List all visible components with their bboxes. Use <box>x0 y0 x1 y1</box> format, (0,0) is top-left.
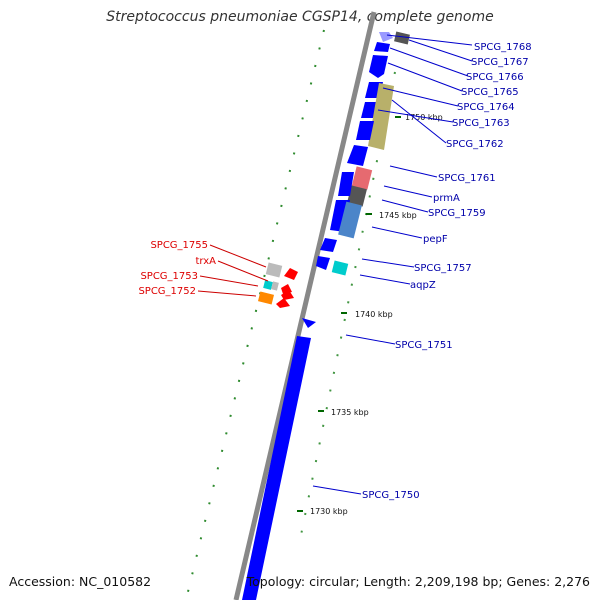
label-spcg-1765[interactable]: SPCG_1765 <box>461 87 519 98</box>
gene-prma-b[interactable] <box>347 185 367 207</box>
gene-spcg-1750[interactable] <box>242 336 311 600</box>
gene-spcg-1753b[interactable] <box>281 290 294 300</box>
label-spcg-1763[interactable]: SPCG_1763 <box>452 118 510 129</box>
gene-aqpz[interactable] <box>316 256 330 270</box>
gene-spcg-1762b[interactable] <box>356 121 374 140</box>
label-spcg-1751[interactable]: SPCG_1751 <box>395 340 453 351</box>
gene-spcg-1755-arrow[interactable] <box>284 268 298 280</box>
label-spcg-1768[interactable]: SPCG_1768 <box>474 42 532 53</box>
label-spcg-1767[interactable]: SPCG_1767 <box>471 57 529 68</box>
forward-strand-dots <box>299 71 396 541</box>
gene-prma[interactable] <box>351 166 373 190</box>
gene-pepf-b[interactable] <box>338 201 362 239</box>
label-spcg-1752[interactable]: SPCG_1752 <box>138 286 196 297</box>
label-spcg-1753[interactable]: SPCG_1753 <box>140 271 198 282</box>
gene-spcg-1762[interactable] <box>368 83 394 150</box>
accession-text: Accession: NC_010582 <box>9 574 152 589</box>
gene-spcg-1752-arrow[interactable] <box>276 298 290 308</box>
gene-spcg-1752[interactable] <box>257 291 275 305</box>
gene-spcg-1761[interactable] <box>347 145 368 166</box>
gene-trxa-b[interactable] <box>271 281 279 291</box>
gene-trxa[interactable] <box>263 280 273 290</box>
label-spcg-1764[interactable]: SPCG_1764 <box>457 102 515 113</box>
gene-spcg-1766[interactable] <box>374 42 390 52</box>
gene-spcg-1767[interactable] <box>394 31 410 45</box>
gene-spcg-1765[interactable] <box>369 55 388 78</box>
label-spcg-1757[interactable]: SPCG_1757 <box>414 263 472 274</box>
label-prma[interactable]: prmA <box>433 193 460 204</box>
label-spcg-1766[interactable]: SPCG_1766 <box>466 72 524 83</box>
gene-spcg-1759[interactable] <box>338 172 354 196</box>
reverse-leader-lines <box>197 244 269 297</box>
label-pepf[interactable]: pepF <box>423 234 448 245</box>
tick-label-1735: 1735 kbp <box>331 408 369 417</box>
forward-leader-lines <box>312 34 473 495</box>
tick-label-1730: 1730 kbp <box>310 507 348 516</box>
gene-spcg-1768[interactable] <box>379 32 393 42</box>
tick-label-1745: 1745 kbp <box>379 211 417 220</box>
gene-aqpz-b[interactable] <box>331 260 349 276</box>
label-spcg-1759[interactable]: SPCG_1759 <box>428 208 486 219</box>
label-spcg-1762[interactable]: SPCG_1762 <box>446 139 504 150</box>
gene-spcg-1751[interactable] <box>302 318 316 328</box>
label-spcg-1761[interactable]: SPCG_1761 <box>438 173 496 184</box>
gene-spcg-1755[interactable] <box>265 262 283 278</box>
topology-text: Topology: circular; Length: 2,209,198 bp… <box>246 574 590 589</box>
tick-label-1740: 1740 kbp <box>355 310 393 319</box>
label-trxa[interactable]: trxA <box>195 256 216 267</box>
label-aqpz[interactable]: aqpZ <box>410 280 436 291</box>
label-spcg-1755[interactable]: SPCG_1755 <box>150 240 208 251</box>
label-spcg-1750[interactable]: SPCG_1750 <box>362 490 420 501</box>
gene-spcg-1757[interactable] <box>320 238 337 252</box>
backbone-line <box>233 11 377 600</box>
genome-title: Streptococcus pneumoniae CGSP14, complet… <box>106 9 494 25</box>
